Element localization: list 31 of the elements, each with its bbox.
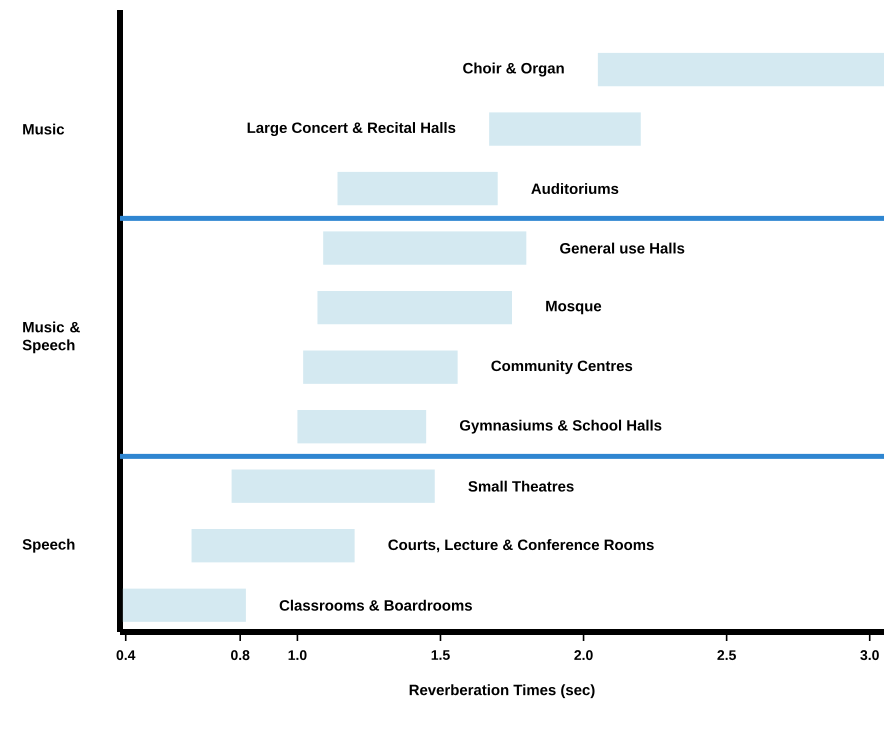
y-tick-label: Community Centres bbox=[491, 360, 632, 374]
x-tick-label: 0.4 bbox=[116, 650, 136, 660]
y-tick-label: Gymnasiums & School Halls bbox=[460, 420, 662, 434]
x-tick-label: 1.0 bbox=[288, 650, 307, 660]
y-tick-label: Courts, Lecture & Conference Rooms bbox=[388, 539, 654, 552]
y-tick-label: Small Theatres bbox=[468, 480, 574, 492]
bar bbox=[489, 112, 641, 146]
bar bbox=[297, 410, 426, 444]
x-axis-title: Reverberation Times (sec) bbox=[410, 684, 595, 698]
text: Music bbox=[23, 124, 64, 135]
bar bbox=[337, 172, 498, 206]
bar bbox=[317, 290, 512, 324]
bar bbox=[192, 529, 355, 562]
y-tick-label: Mosque bbox=[546, 300, 602, 314]
text: Speech bbox=[22, 538, 74, 553]
y-tick-label: Choir & Organ bbox=[463, 62, 564, 77]
text: Music & Speech bbox=[22, 321, 80, 354]
bar bbox=[232, 470, 435, 503]
x-tick-label: 1.5 bbox=[432, 650, 450, 660]
bar bbox=[323, 231, 526, 265]
bar bbox=[598, 52, 884, 86]
y-tick-label: Large Concert & Recital Halls bbox=[248, 122, 456, 136]
x-tick-label: 2.0 bbox=[574, 650, 593, 660]
x-tick-label: 2.5 bbox=[717, 650, 736, 660]
x-tick-label: 3.0 bbox=[860, 650, 879, 660]
x-tick-label: 0.8 bbox=[231, 650, 250, 660]
y-tick-label: Auditoriums bbox=[531, 183, 618, 194]
y-tick-label: Classrooms & Boardrooms bbox=[280, 600, 472, 611]
y-tick-label: General use Halls bbox=[560, 242, 684, 254]
bar bbox=[122, 588, 246, 622]
bar bbox=[303, 350, 458, 384]
